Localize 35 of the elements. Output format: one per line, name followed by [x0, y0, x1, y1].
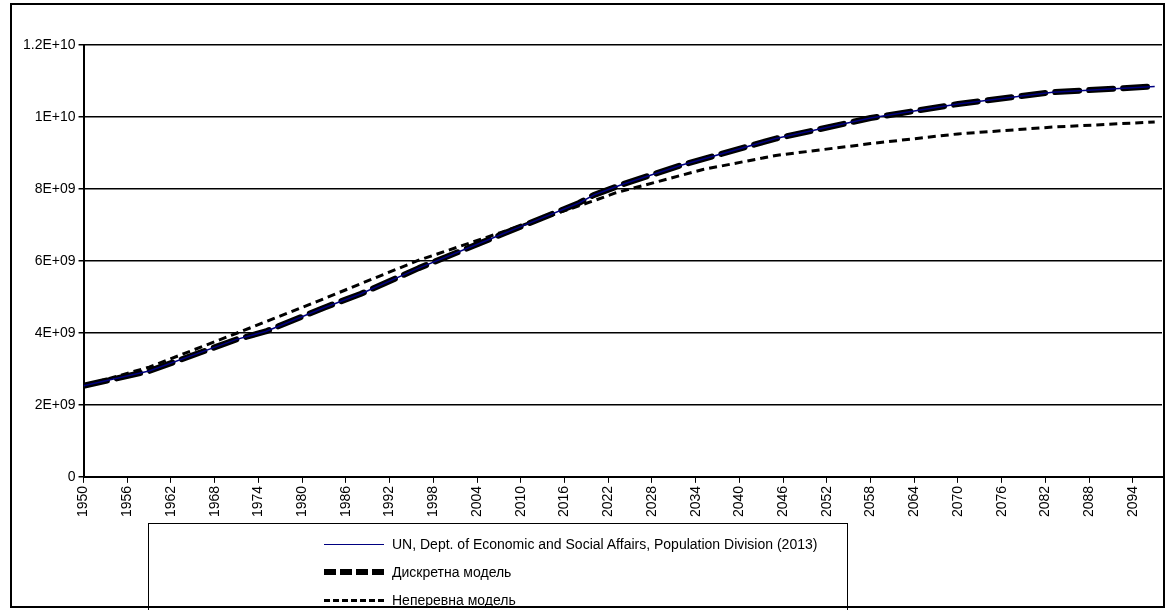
legend-label: Дискретна модель	[392, 564, 512, 580]
x-tick-label: 1986	[336, 485, 353, 518]
x-tick-label: 2052	[817, 485, 834, 518]
x-tick-label: 1956	[118, 485, 135, 518]
y-tick-label: 1.2E+10	[22, 35, 76, 52]
y-tick-label: 8E+09	[34, 179, 76, 196]
y-tick-label: 1E+10	[34, 107, 76, 124]
x-tick-label: 1980	[293, 485, 310, 518]
x-tick-label: 2064	[905, 485, 922, 518]
x-tick-label: 2034	[686, 485, 703, 518]
x-tick-label: 2082	[1036, 485, 1053, 518]
x-tick-label: 1974	[249, 485, 266, 518]
x-tick-label: 2070	[948, 485, 965, 518]
y-tick-label: 6E+09	[34, 251, 76, 268]
x-tick-label: 2076	[992, 485, 1009, 518]
x-tick-label: 2022	[599, 485, 616, 518]
y-tick-label: 2E+09	[34, 395, 76, 412]
x-tick-label: 2058	[861, 485, 878, 518]
y-tick-label: 0	[67, 467, 76, 484]
x-tick-label: 2046	[773, 485, 790, 518]
x-tick-label: 2094	[1123, 485, 1140, 518]
x-tick-label: 2004	[467, 485, 484, 518]
x-tick-label: 2088	[1079, 485, 1096, 518]
x-tick-label: 1968	[205, 485, 222, 518]
x-tick-label: 1998	[424, 485, 441, 518]
x-tick-label: 2028	[642, 485, 659, 518]
x-tick-label: 2016	[555, 485, 572, 518]
x-tick-label: 2010	[511, 485, 528, 518]
x-tick-label: 1992	[380, 485, 397, 518]
x-tick-label: 1950	[74, 485, 91, 518]
x-tick-label: 2040	[730, 485, 747, 518]
x-tick-label: 1962	[161, 485, 178, 518]
legend-label: Неперевна модель	[392, 592, 516, 608]
y-tick-label: 4E+09	[34, 323, 76, 340]
legend-label: UN, Dept. of Economic and Social Affairs, Population Division (2013)	[392, 536, 818, 552]
